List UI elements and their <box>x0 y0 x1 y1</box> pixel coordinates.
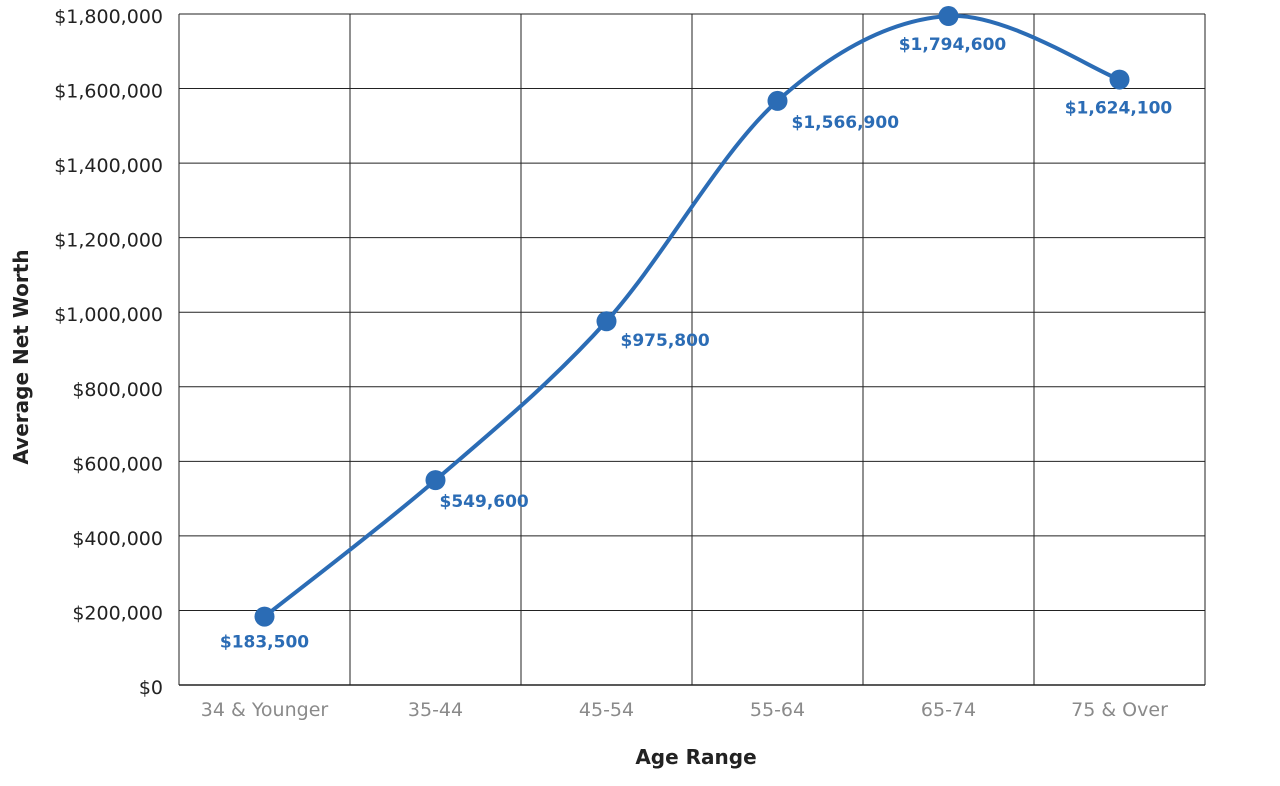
data-label-5: $1,624,100 <box>1065 99 1173 119</box>
x-axis-title: Age Range <box>635 745 756 769</box>
x-tick-label-5: 75 & Over <box>1071 699 1168 721</box>
x-tick-label-4: 65-74 <box>921 699 976 721</box>
y-tick-label-2: $400,000 <box>72 528 163 550</box>
data-point-3 <box>767 90 788 111</box>
y-tick-label-4: $800,000 <box>72 379 163 401</box>
data-point-4 <box>938 6 959 27</box>
y-axis-ticks: $0 $200,000 $400,000 $600,000 $800,000 $1,000… <box>54 6 163 699</box>
y-tick-label-7: $1,400,000 <box>54 155 163 177</box>
data-label-0: $183,500 <box>220 633 309 653</box>
y-tick-label-5: $1,000,000 <box>54 304 163 326</box>
data-point-5 <box>1109 69 1130 90</box>
y-tick-label-3: $600,000 <box>72 453 163 475</box>
x-tick-label-3: 55-64 <box>750 699 805 721</box>
x-axis-ticks: 34 & Younger 35-44 45-54 55-64 65-74 75 & Ove… <box>201 699 1168 721</box>
y-tick-label-9: $1,800,000 <box>54 6 163 28</box>
y-tick-label-8: $1,600,000 <box>54 81 163 103</box>
data-label-4: $1,794,600 <box>899 35 1007 55</box>
data-label-1: $549,600 <box>440 492 529 512</box>
chart-grid <box>178 13 1206 686</box>
y-tick-label-0: $0 <box>139 677 163 699</box>
data-point-1 <box>425 470 446 491</box>
data-point-0 <box>254 606 275 627</box>
y-axis-title: Average Net Worth <box>9 249 33 464</box>
x-tick-label-1: 35-44 <box>408 699 463 721</box>
data-label-2: $975,800 <box>621 331 710 351</box>
x-tick-label-0: 34 & Younger <box>201 699 329 721</box>
data-points <box>254 6 1130 627</box>
data-label-3: $1,566,900 <box>792 113 900 133</box>
y-tick-label-6: $1,200,000 <box>54 230 163 252</box>
data-labels: $183,500 $549,600 $975,800 $1,566,900 $1,794… <box>220 35 1173 653</box>
x-tick-label-2: 45-54 <box>579 699 634 721</box>
data-point-2 <box>596 311 617 332</box>
y-tick-label-1: $200,000 <box>72 602 163 624</box>
